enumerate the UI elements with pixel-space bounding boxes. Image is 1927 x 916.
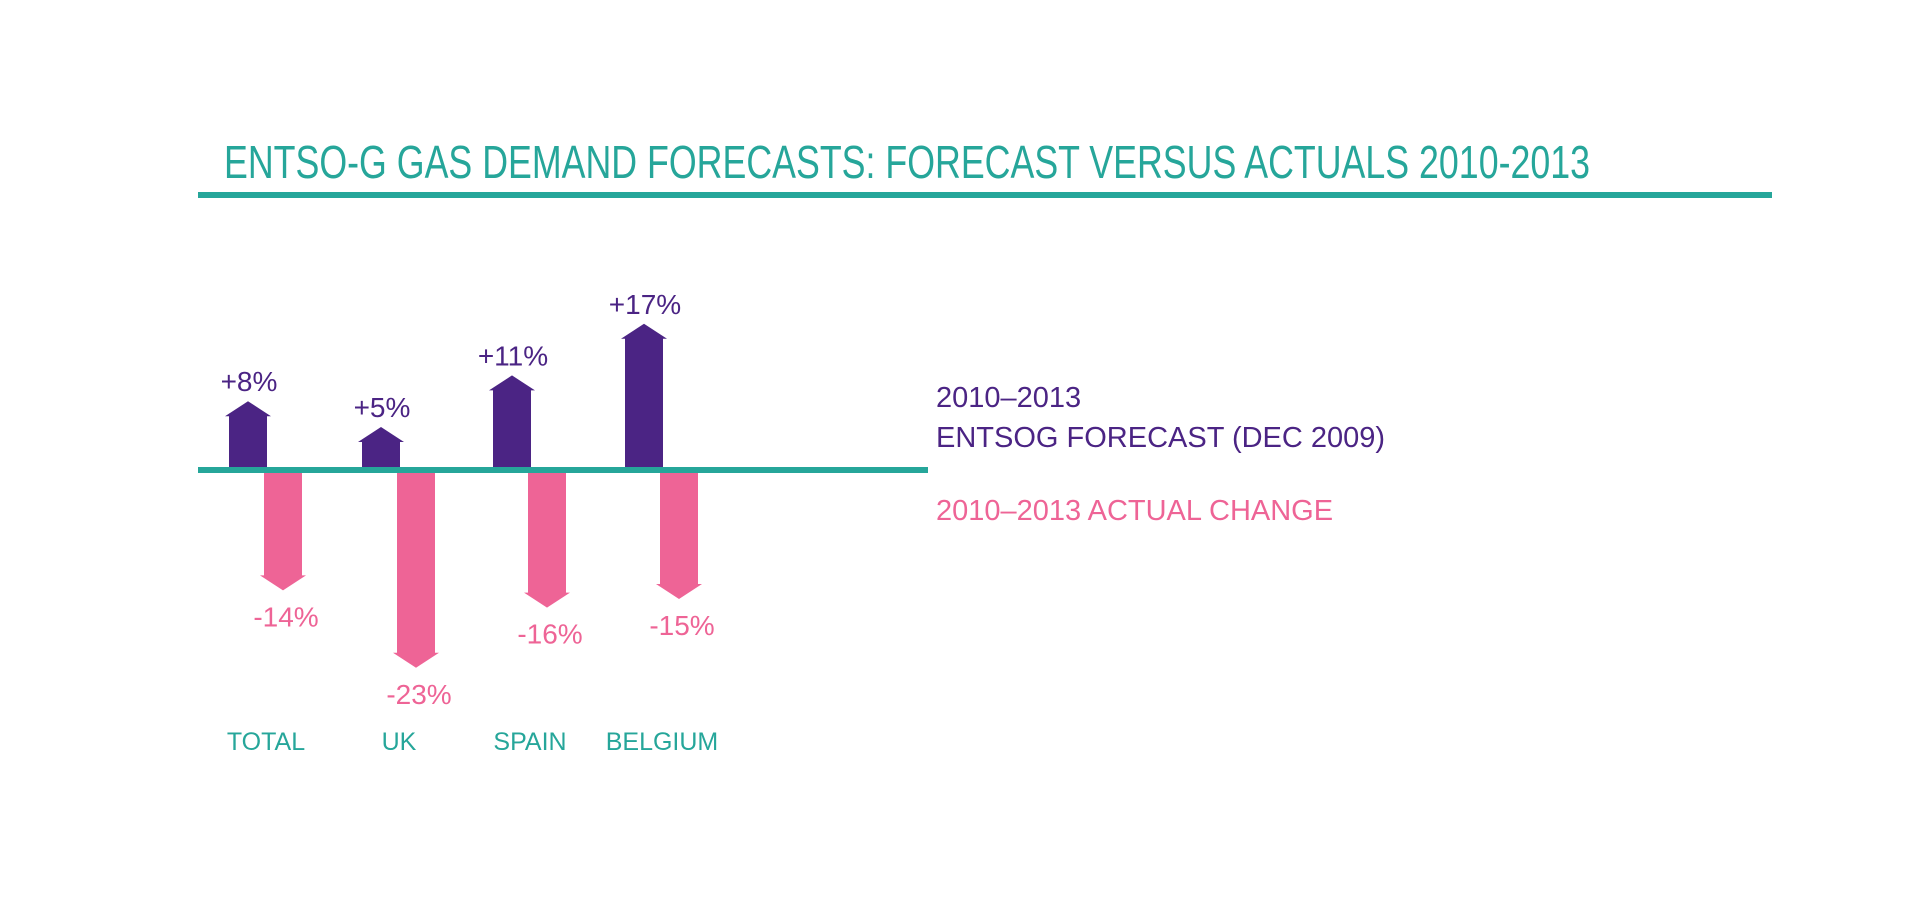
category-label-belgium: BELGIUM xyxy=(606,728,719,756)
title-underline xyxy=(198,192,1772,198)
actual-label-belgium: -15% xyxy=(649,610,714,641)
actual-label-uk: -23% xyxy=(386,679,451,710)
actual-label-total: -14% xyxy=(253,601,318,632)
actual-bar-uk xyxy=(393,473,439,668)
actual-bar-spain xyxy=(524,473,570,608)
legend: 2010–2013 ENTSOG FORECAST (DEC 2009) 2010–… xyxy=(936,382,1385,527)
category-label-total: TOTAL xyxy=(227,728,305,756)
legend-actual-line-1: 2010–2013 ACTUAL CHANGE xyxy=(936,495,1333,527)
forecast-label-uk: +5% xyxy=(354,392,411,423)
forecast-bar-uk xyxy=(358,427,404,467)
forecast-bar-spain xyxy=(489,375,535,467)
actual-label-spain: -16% xyxy=(517,619,582,650)
legend-forecast-line-1: 2010–2013 xyxy=(936,382,1081,414)
actual-bar-belgium xyxy=(656,473,702,599)
category-label-spain: SPAIN xyxy=(493,728,566,756)
forecast-label-belgium: +17% xyxy=(609,289,681,320)
forecast-bar-belgium xyxy=(621,323,667,467)
category-label-uk: UK xyxy=(382,728,417,756)
forecast-label-spain: +11% xyxy=(478,340,548,371)
baseline-axis xyxy=(198,467,928,473)
chart-marks: +8% -14% TOTAL +5% -23% UK +11% -16% SPAIN +17% -1… xyxy=(221,289,719,756)
forecast-label-total: +8% xyxy=(221,366,278,397)
actual-bar-total xyxy=(260,473,306,591)
chart-title: ENTSO-G GAS DEMAND FORECASTS: FORECAST V… xyxy=(224,136,1590,188)
forecast-bar-total xyxy=(225,401,271,467)
legend-forecast-line-2: ENTSOG FORECAST (DEC 2009) xyxy=(936,422,1385,454)
